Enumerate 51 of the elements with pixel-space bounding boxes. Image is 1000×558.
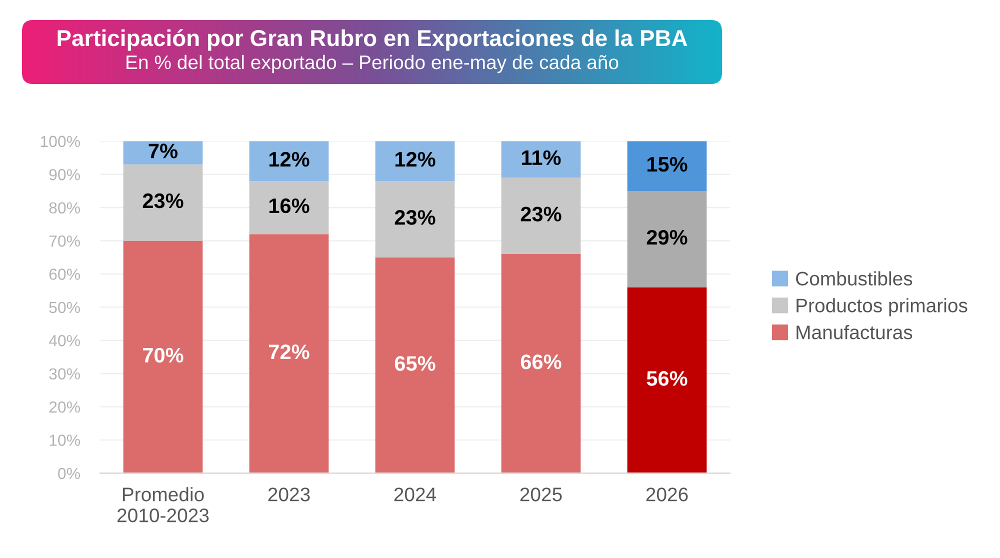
bar (123, 240, 203, 474)
bar (375, 141, 455, 182)
data-label: 23% (394, 210, 436, 225)
x-tick-label: 2025 (520, 488, 562, 502)
bar (627, 287, 707, 474)
y-tick-label: 80% (49, 202, 80, 214)
y-tick-label: 100% (40, 136, 80, 148)
x-tick-label: 2024 (394, 488, 436, 502)
data-label: 65% (394, 356, 436, 371)
data-label: 15% (647, 156, 688, 172)
y-tick-label: 20% (49, 401, 80, 413)
data-label: 16% (269, 198, 310, 214)
chart-title: Participación por Gran Rubro en Exportaciones de la PBA (58, 29, 688, 51)
data-label: 70% (143, 348, 184, 363)
bar (627, 190, 707, 288)
bar (249, 234, 329, 474)
y-tick-label: 10% (50, 434, 80, 446)
y-tick-label: 50% (49, 302, 80, 314)
bar (501, 178, 581, 254)
data-label: 12% (269, 152, 310, 167)
bar (249, 181, 329, 234)
data-label: 66% (520, 354, 562, 370)
data-label: 12% (395, 152, 436, 167)
y-tick-label: 60% (49, 268, 80, 280)
bar (123, 141, 203, 164)
legend-label: Manufacturas (796, 325, 912, 340)
bar (375, 257, 455, 474)
legend-label: Combustibles (796, 271, 912, 286)
bar (501, 254, 581, 474)
chart-subtitle: En % del total exportado – Periodo ene-may de cada año (126, 54, 618, 74)
y-tick-label: 0% (58, 468, 80, 480)
data-label: 72% (269, 344, 310, 360)
x-tick-label: 2026 (646, 488, 688, 502)
bar (123, 164, 203, 241)
bar (249, 141, 329, 182)
data-label: 23% (142, 193, 184, 208)
y-tick-label: 40% (48, 335, 80, 346)
y-tick-label: 70% (49, 235, 80, 247)
y-tick-label: 90% (49, 169, 80, 180)
data-label: 7% (148, 144, 178, 158)
x-tick-label: Promedio 2010-2023 (117, 487, 209, 522)
data-label: 29% (646, 230, 688, 245)
data-label: 23% (520, 206, 562, 222)
x-tick-label: 2023 (268, 488, 310, 502)
data-label: 11% (522, 150, 561, 165)
bar (501, 141, 581, 178)
bar (627, 141, 707, 191)
y-tick-label: 30% (49, 368, 80, 380)
legend-label: Productos primarios (796, 298, 968, 316)
bar (375, 181, 455, 258)
data-label: 56% (646, 371, 688, 386)
